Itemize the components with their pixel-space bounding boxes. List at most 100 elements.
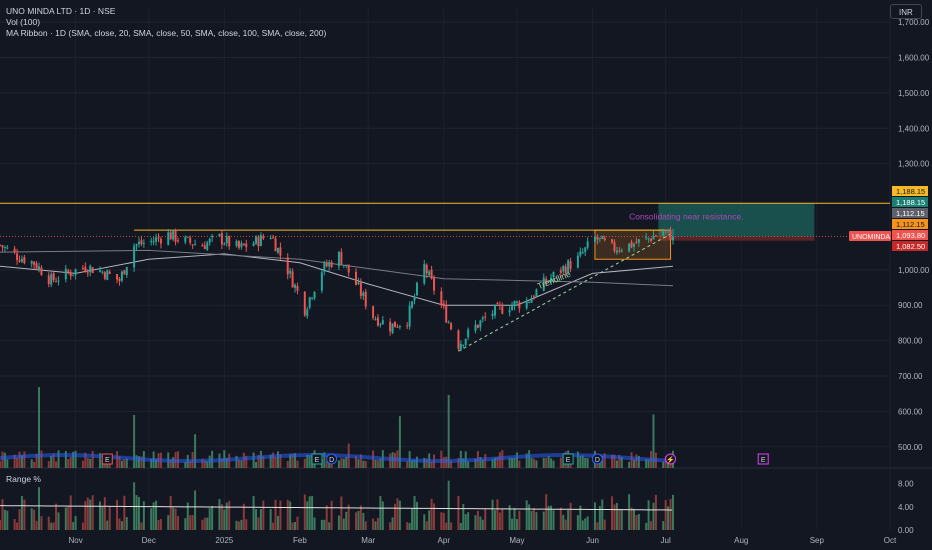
range-bar — [120, 521, 123, 530]
range-bar — [20, 495, 23, 530]
range-bar — [408, 523, 411, 530]
candle-body — [150, 240, 153, 242]
candle-body — [13, 248, 16, 252]
candle-body — [276, 248, 279, 253]
earnings-marker[interactable] — [757, 453, 769, 465]
range-bar — [142, 501, 145, 530]
price-axis[interactable]: 1,700.00 1,600.00 1,500.00 1,400.00 1,300.00… — [849, 18, 930, 535]
volume-bar — [601, 455, 604, 468]
symbol-tag[interactable] — [849, 231, 891, 241]
candle-body — [579, 251, 582, 256]
range-bar — [155, 500, 158, 530]
candle-body — [406, 325, 409, 327]
candle-body — [533, 296, 535, 298]
candle-body — [106, 270, 109, 281]
volume-bar — [357, 459, 360, 468]
candle-body — [23, 257, 26, 264]
price-tick-label: 700.00 — [898, 372, 923, 381]
range-bar — [303, 494, 306, 530]
range-bar — [552, 510, 555, 530]
range-bar — [235, 520, 238, 530]
range-bar — [276, 515, 279, 530]
candle-body — [118, 278, 121, 282]
candle-body — [552, 271, 555, 278]
volume-bar — [201, 458, 204, 468]
candle-body — [620, 250, 623, 252]
volume-bar — [518, 460, 521, 468]
candle-body — [237, 240, 240, 248]
currency-button[interactable]: INR — [890, 4, 922, 19]
earnings-marker[interactable] — [311, 453, 323, 465]
candle-body — [157, 237, 160, 239]
range-bar — [530, 510, 533, 530]
candle-body — [291, 271, 294, 288]
price-label-ma — [892, 208, 928, 218]
candle-body — [379, 323, 382, 325]
volume-bar — [262, 456, 265, 468]
volume-bar — [125, 458, 128, 468]
range-bar — [515, 518, 518, 530]
candle-body — [637, 239, 640, 243]
time-axis[interactable]: Nov Dec 2025 Feb Mar Apr May Jun Jul Aug Sep Oct — [68, 536, 897, 545]
volume-bar — [289, 454, 292, 468]
chart-legend: UNO MINDA LTD · 1D · NSE Vol (100) MA Ri… — [6, 6, 326, 39]
volume-bar — [584, 457, 587, 468]
candle-body — [374, 318, 377, 320]
volume-bar — [272, 452, 275, 468]
candle-body — [415, 282, 418, 296]
range-bar — [518, 510, 521, 530]
split-marker[interactable] — [665, 453, 677, 465]
event-marker-label: D — [329, 457, 334, 464]
dividend-marker[interactable] — [326, 453, 338, 465]
volume-bar — [18, 451, 21, 468]
volume-bar — [457, 458, 460, 468]
volume-bar — [257, 455, 260, 468]
range-bar — [177, 516, 179, 530]
volume-bar — [613, 454, 616, 468]
legend-volume[interactable]: Vol (100) — [6, 17, 41, 27]
candle-body — [72, 274, 75, 276]
candle-body — [411, 301, 414, 308]
candle-body — [208, 238, 211, 243]
candle-body — [84, 266, 87, 272]
range-bar — [38, 487, 41, 530]
volume-bar — [508, 457, 511, 468]
volume-bar — [40, 450, 43, 468]
range-bar — [33, 509, 36, 530]
consolidation-annotation: Consolidating near resistance. — [629, 212, 743, 222]
range-bar — [23, 499, 26, 530]
volume-bar — [652, 414, 655, 468]
range-bar — [654, 494, 657, 530]
range-bar — [1, 499, 4, 530]
range-bar — [484, 508, 487, 530]
legend-symbol[interactable]: UNO MINDA LTD · 1D · NSE — [6, 6, 116, 16]
range-bar — [498, 512, 501, 530]
candle-body — [67, 270, 70, 273]
candle-body — [74, 269, 77, 275]
price-label-projection-bottom — [892, 241, 928, 251]
range-bar — [237, 521, 240, 530]
volume-bar — [467, 461, 470, 468]
earnings-marker[interactable] — [562, 453, 574, 465]
volume-bar — [430, 461, 433, 468]
volume-bar — [325, 461, 328, 468]
dividend-marker[interactable] — [591, 453, 603, 465]
volume-bar — [137, 456, 140, 468]
projection-target-zone — [658, 203, 815, 237]
candle-body — [433, 277, 436, 291]
candle-body — [220, 233, 223, 245]
symbol-tag-text: UNOMINDA — [852, 234, 890, 241]
legend-ma-ribbon[interactable]: MA Ribbon · 1D (SMA, close, 20, SMA, clo… — [6, 28, 327, 38]
price-label-text: 1,188.15 — [896, 187, 925, 196]
event-markers[interactable]: E E D E D E ⚡ — [101, 453, 769, 465]
candle-body — [16, 253, 19, 261]
candle-body — [564, 266, 567, 274]
earnings-marker[interactable] — [101, 453, 113, 465]
event-marker-label: E — [315, 457, 320, 464]
projection-stop-zone — [658, 236, 815, 241]
range-bar — [262, 500, 265, 530]
range-bar — [374, 521, 377, 530]
volume-bar — [462, 458, 465, 468]
range-pane-label: Range % — [6, 474, 41, 484]
